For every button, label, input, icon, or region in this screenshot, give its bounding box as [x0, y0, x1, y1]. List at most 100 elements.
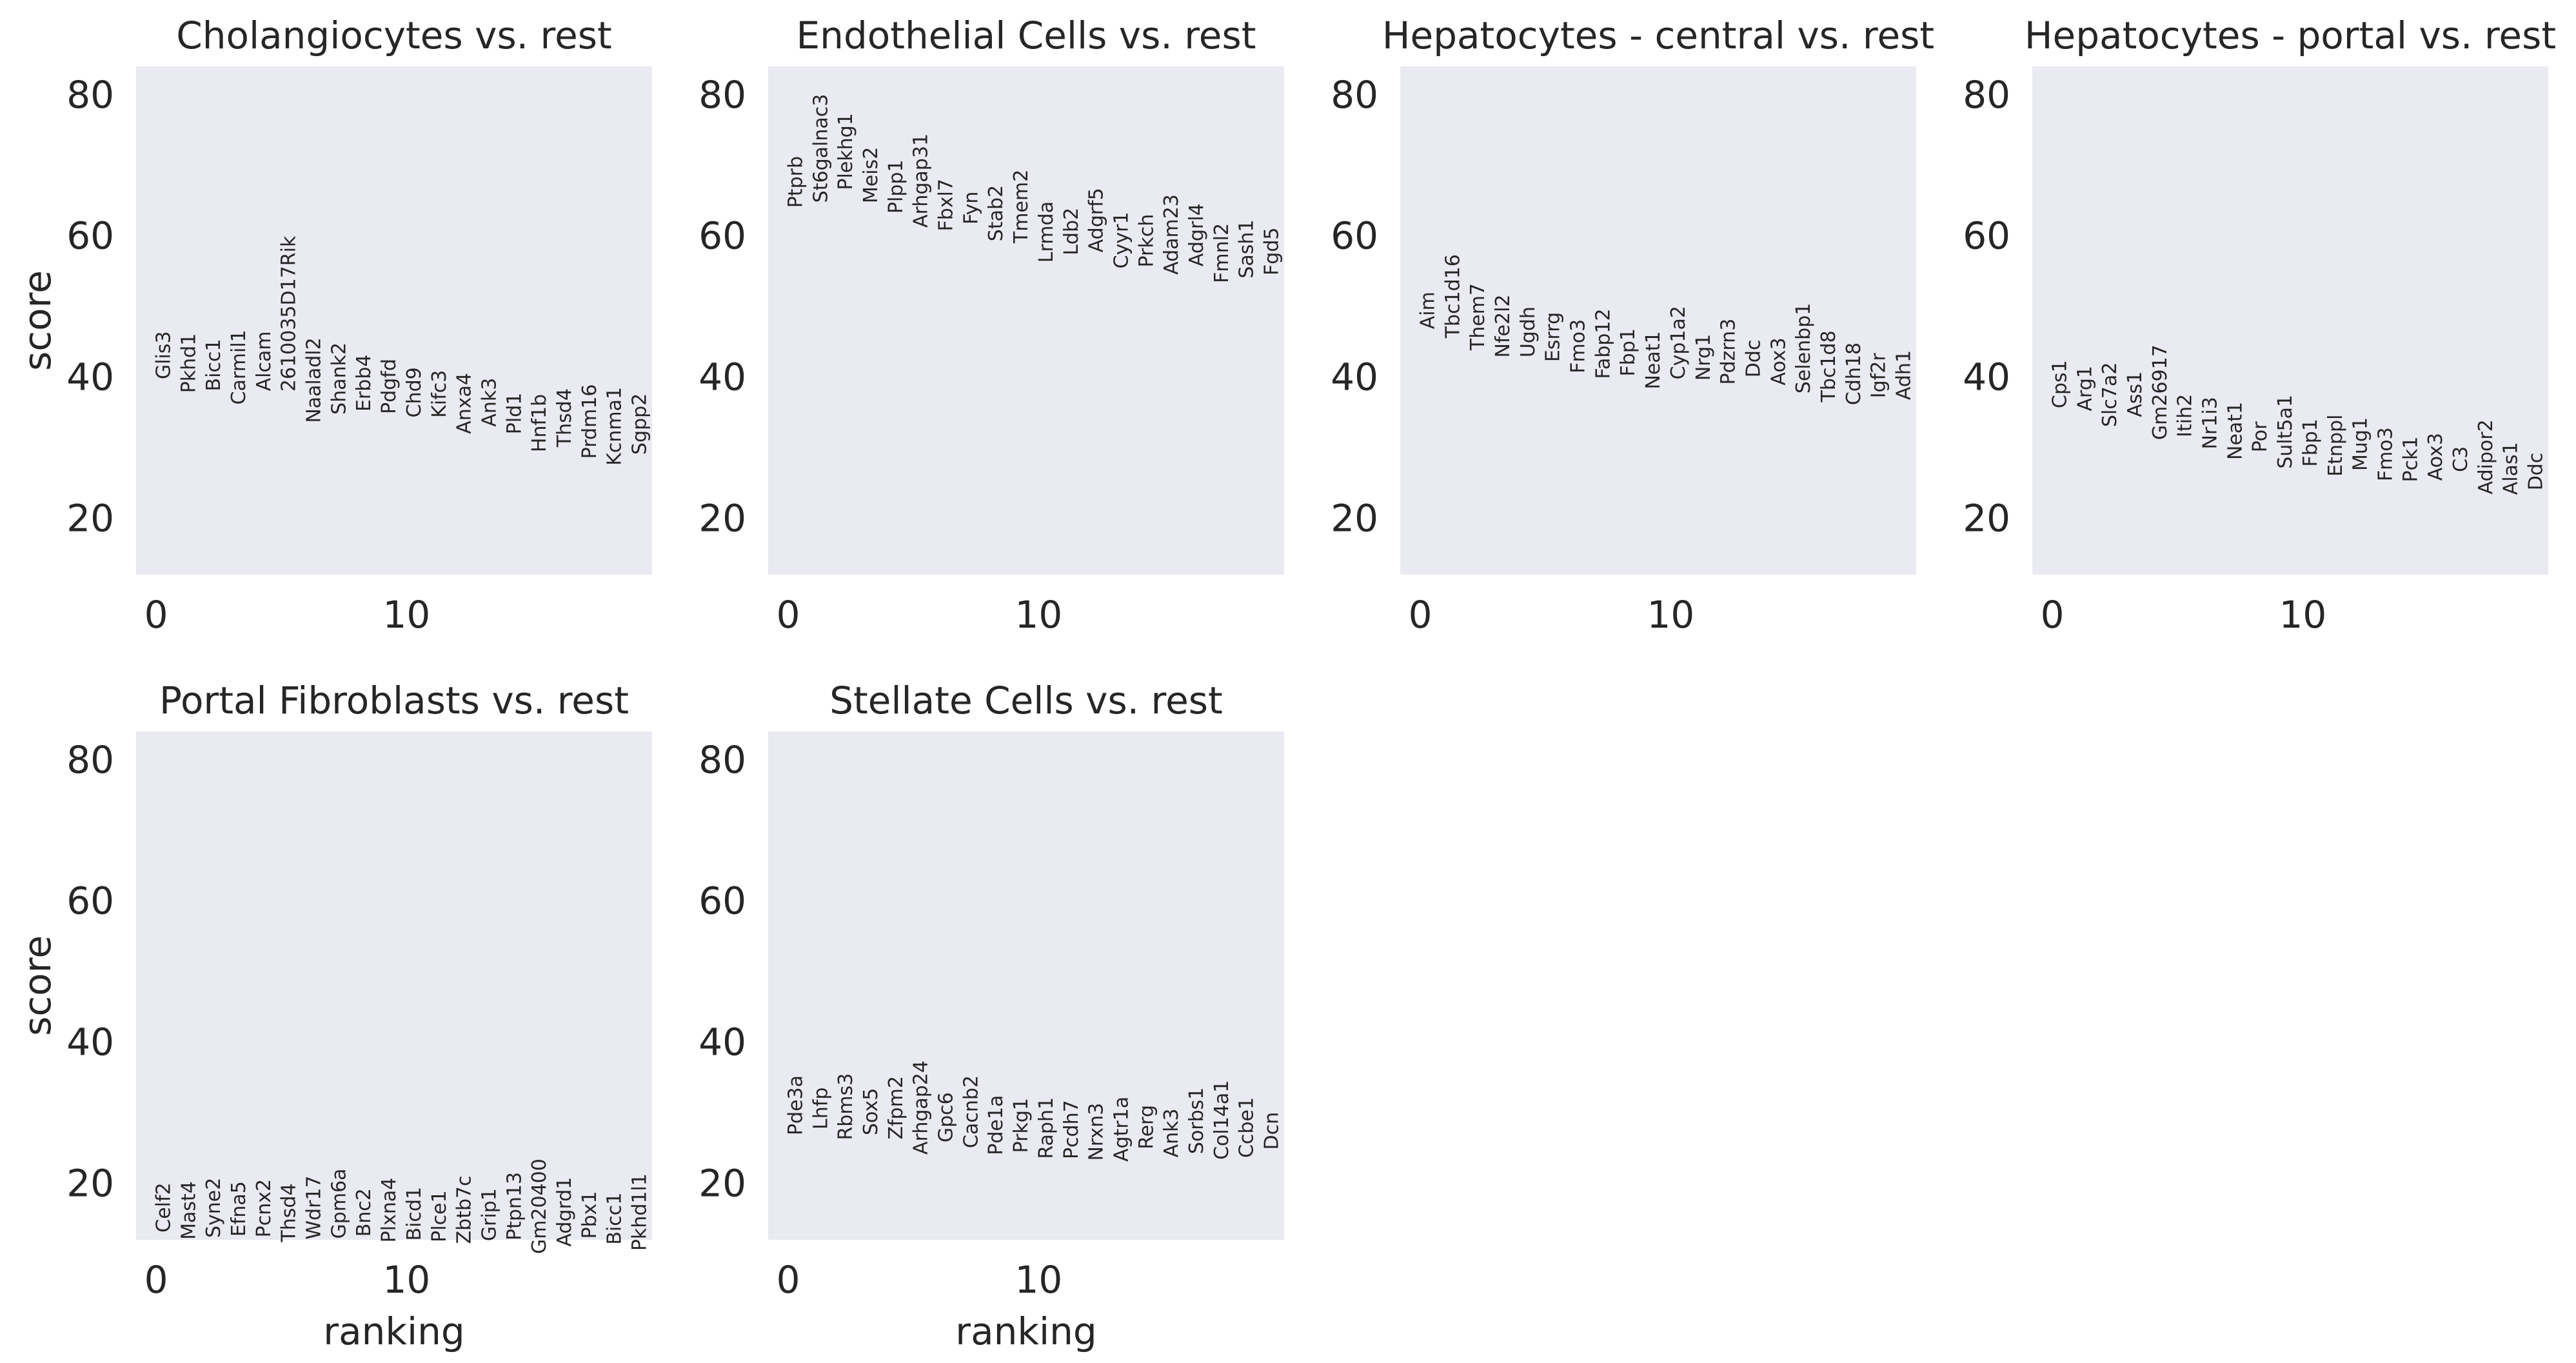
gene-label: Prkch [1135, 214, 1158, 268]
y-tick-label: 20 [1331, 496, 1378, 540]
plot-area [136, 731, 652, 1240]
plot-area [1400, 66, 1916, 575]
gene-label: Arhgap31 [910, 134, 933, 228]
gene-label: Col14a1 [1211, 1080, 1233, 1160]
y-tick-label: 40 [698, 1020, 746, 1064]
gene-label: Selenbp1 [1792, 303, 1815, 393]
gene-label: Ddc [2524, 453, 2547, 491]
gene-label: Mast4 [177, 1181, 200, 1240]
x-tick-label: 10 [2279, 593, 2327, 637]
gene-label: Dcn [1260, 1112, 1283, 1150]
gene-label: Ddc [1742, 340, 1765, 378]
chart-title: Cholangiocytes vs. rest [176, 14, 612, 57]
gene-label: Lrmda [1035, 201, 1058, 263]
gene-label: Itih2 [2174, 394, 2197, 437]
gene-label: Fmo3 [1567, 319, 1590, 373]
chart-panel-2: Endothelial Cells vs. rest 20 40 60 80 0 10 Ptp… [698, 14, 1284, 637]
y-tick-label: 40 [66, 1020, 114, 1064]
gene-label: Chd9 [403, 367, 426, 417]
gene-label: Fmo3 [2374, 427, 2397, 481]
gene-label: Gpm6a [328, 1168, 350, 1239]
gene-label: Ank3 [478, 378, 500, 427]
gene-label: Pkhd1l1 [628, 1173, 651, 1251]
gene-label: Slc7a2 [2099, 363, 2121, 427]
x-tick-label: 0 [144, 593, 168, 637]
gene-label: Etnppl [2324, 415, 2347, 477]
gene-label: Pcnx2 [253, 1179, 275, 1237]
plot-area [136, 66, 652, 575]
gene-label: Rerg [1135, 1105, 1158, 1149]
gene-label: Bicc1 [604, 1193, 626, 1245]
gene-label: Fbp1 [2299, 419, 2322, 466]
gene-label: Cps1 [2049, 360, 2072, 408]
gene-label: Arhgap24 [910, 1060, 933, 1155]
x-tick-label: 0 [144, 1258, 168, 1302]
gene-label: Ccbe1 [1236, 1097, 1258, 1158]
chart-title: Hepatocytes - central vs. rest [1382, 14, 1934, 57]
chart-panel-3: Hepatocytes - central vs. rest 20 40 60 80 0 1… [1331, 14, 1934, 637]
gene-label: Nfe2l2 [1492, 295, 1514, 358]
x-tick-label: 10 [383, 1258, 431, 1302]
gene-label: Agtr1a [1110, 1097, 1133, 1162]
gene-label: 2610035D17Rik [278, 235, 301, 392]
plot-area [768, 731, 1284, 1240]
gene-label: Sult5a1 [2274, 395, 2297, 469]
gene-label: Kcnma1 [604, 387, 626, 466]
y-tick-label: 20 [66, 1161, 114, 1205]
gene-label: Sash1 [1236, 219, 1258, 278]
gene-label: Plpp1 [885, 159, 907, 214]
x-axis-label: ranking [955, 1309, 1096, 1353]
y-tick-label: 40 [698, 355, 746, 399]
gene-label: Stab2 [985, 185, 1007, 241]
y-tick-label: 20 [66, 496, 114, 540]
gene-label: Ass1 [2124, 372, 2146, 417]
gene-label: Ank3 [1160, 1108, 1183, 1157]
gene-label: Igf2r [1868, 353, 1890, 399]
gene-label: Wdr17 [303, 1175, 326, 1239]
gene-label: Zbtb7c [453, 1175, 476, 1244]
gene-label: Neat1 [1642, 331, 1665, 389]
plot-area [2032, 66, 2548, 575]
gene-label: Pdgfd [378, 359, 401, 414]
y-axis-label: score [15, 935, 59, 1036]
gene-label: Tmem2 [1010, 170, 1033, 244]
gene-label: Bicc1 [203, 339, 225, 391]
gene-label: Bnc2 [353, 1188, 375, 1237]
gene-label: Plekhg1 [835, 113, 857, 190]
gene-label: Nr1i3 [2199, 397, 2222, 449]
x-tick-label: 10 [1015, 593, 1063, 637]
gene-label: Anxa4 [453, 373, 476, 434]
y-tick-label: 40 [66, 355, 114, 399]
gene-label: Them7 [1467, 283, 1489, 351]
gene-label: Grip1 [478, 1188, 500, 1241]
gene-label: Thsd4 [278, 1183, 301, 1242]
gene-label: Fbxl7 [935, 179, 958, 231]
gene-label: Gm26917 [2149, 344, 2172, 440]
gene-label: Fabp12 [1592, 308, 1614, 379]
gene-label: Carmil1 [228, 330, 250, 404]
gene-label: Pde1a [985, 1095, 1007, 1155]
y-tick-label: 60 [66, 879, 114, 923]
gene-label: Cyp1a2 [1667, 306, 1690, 379]
gene-label: Pdzrn3 [1718, 319, 1740, 385]
gene-label: Bicd1 [403, 1187, 426, 1241]
gene-label: Aox3 [1767, 337, 1790, 385]
y-tick-label: 60 [66, 214, 114, 258]
x-tick-label: 0 [2041, 593, 2065, 637]
gene-label: Plce1 [428, 1190, 451, 1242]
y-tick-label: 80 [66, 738, 114, 782]
gene-label: Raph1 [1035, 1097, 1058, 1159]
gene-label: Tbc1d16 [1442, 254, 1464, 339]
gene-label: Cacnb2 [960, 1075, 982, 1148]
gene-label: Fyn [960, 192, 982, 224]
gene-label: Naaladl2 [303, 337, 326, 423]
y-tick-label: 40 [1331, 355, 1378, 399]
gene-label: Fmnl2 [1211, 223, 1233, 283]
gene-label: Glis3 [153, 331, 175, 379]
gene-label: Prkg1 [1010, 1098, 1033, 1153]
chart-panel-5: Portal Fibroblasts vs. rest 20 40 60 80 0 10 sc… [15, 679, 652, 1353]
chart-title: Hepatocytes - portal vs. rest [2025, 14, 2556, 57]
gene-label: Plxna4 [378, 1178, 401, 1243]
x-tick-label: 0 [1409, 593, 1432, 637]
x-tick-label: 0 [777, 593, 800, 637]
